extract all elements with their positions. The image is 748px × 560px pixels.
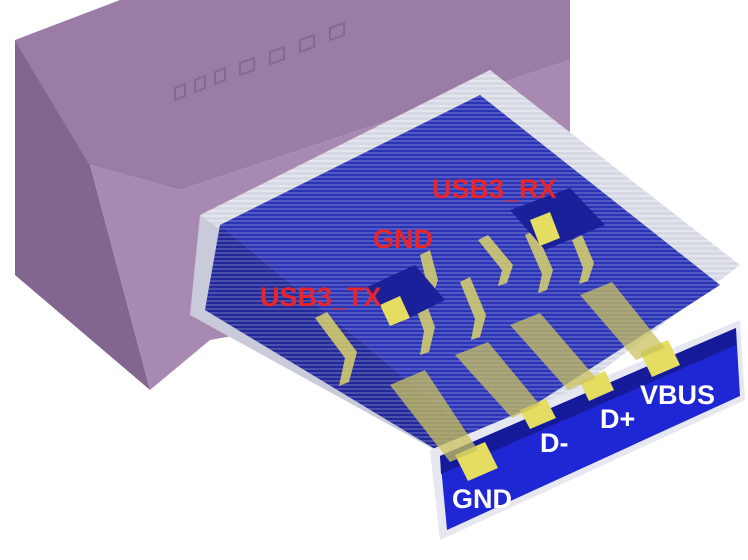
labels: USB3_RX GND USB3_TX GND D- D+ VBUS: [260, 174, 715, 514]
label-vbus: VBUS: [640, 380, 715, 410]
trace-gnd: [390, 370, 478, 462]
ss-contact-3: [460, 277, 486, 340]
housing-left-face: [15, 40, 150, 390]
label-d-minus: D-: [540, 428, 569, 458]
insulator-top-stripes: [220, 95, 720, 440]
trace-dplus: [510, 313, 596, 390]
label-d-plus: D+: [600, 404, 635, 434]
housing-emboss-text: [174, 21, 345, 102]
ss-contact-5: [525, 230, 553, 293]
label-usb3-tx: USB3_TX: [260, 282, 382, 312]
ss-contact-1: [315, 312, 357, 386]
tx-pad-contact: [380, 296, 410, 326]
trace-dminus: [455, 342, 540, 418]
rx-pad-body: [510, 188, 605, 250]
usb2-contact-traces: [390, 282, 665, 462]
usb3-tx-pad: [365, 265, 445, 326]
label-usb3-rx: USB3_RX: [432, 174, 557, 204]
housing-top-face: [15, 0, 570, 190]
usb3-rx-pad: [510, 188, 605, 250]
ss-contact-6: [572, 235, 594, 284]
front-face-blue: [440, 328, 740, 530]
rx-pad-contact: [530, 212, 560, 246]
ss-contact-4: [478, 235, 513, 286]
label-gnd-top: GND: [373, 224, 433, 254]
label-gnd-bottom: GND: [452, 484, 512, 514]
trace-vbus: [580, 282, 665, 360]
